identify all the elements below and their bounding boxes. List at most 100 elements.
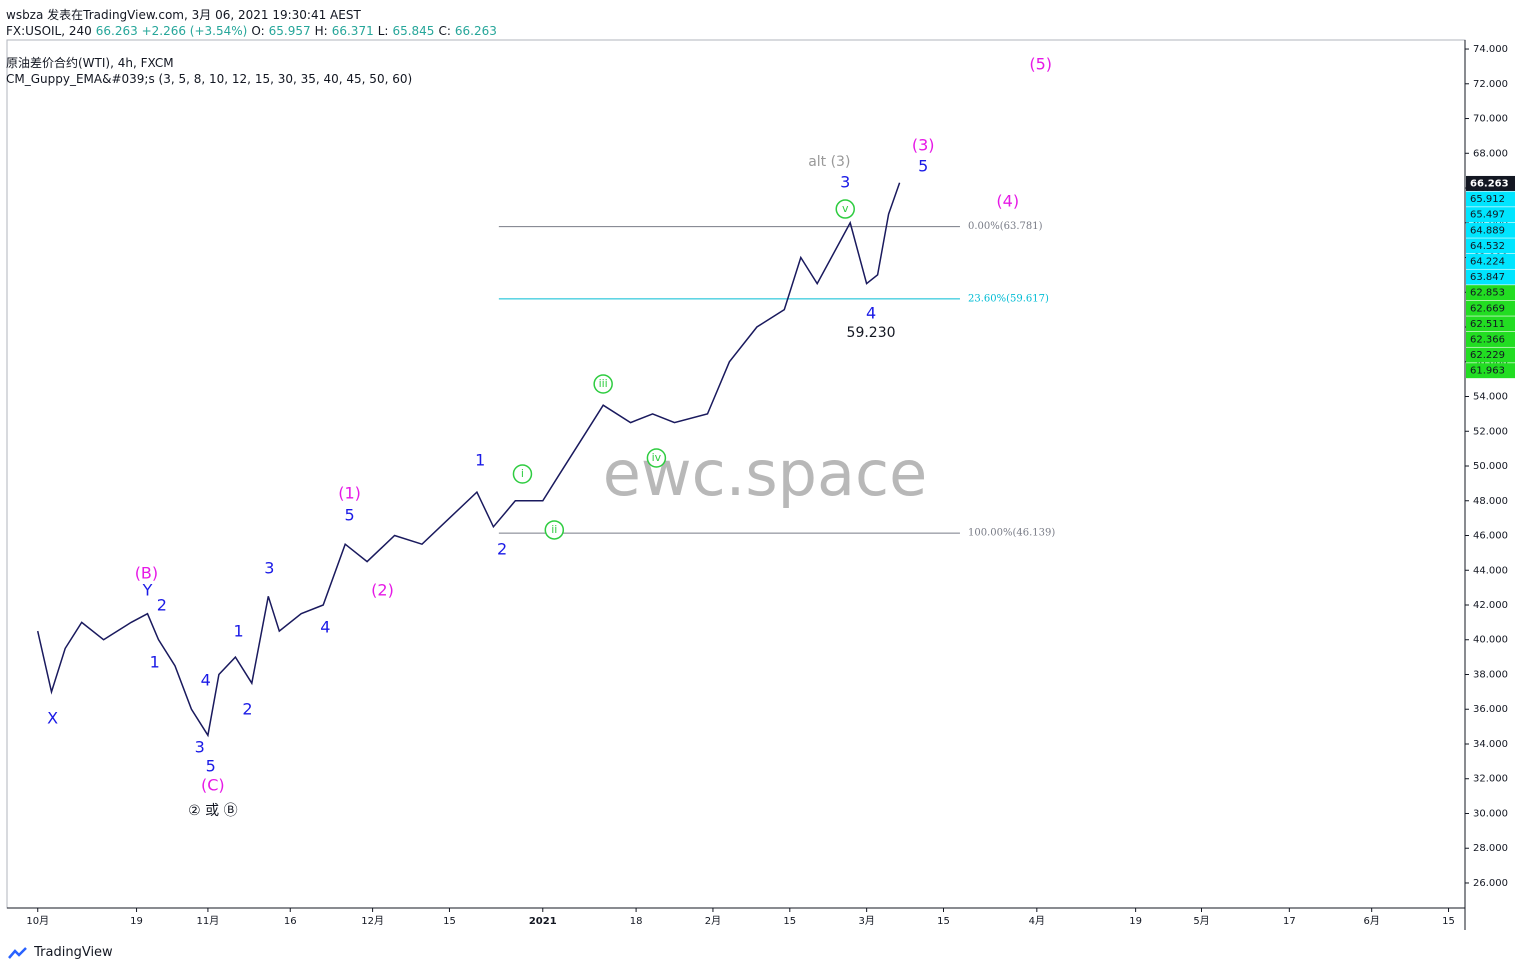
price-label: 66.263 — [1470, 178, 1509, 189]
x-tick-label: 19 — [1129, 916, 1142, 927]
wave-label: 3 — [840, 172, 850, 191]
brand: TradingView — [34, 945, 113, 960]
price-label-box — [1466, 316, 1515, 332]
fib-label: 23.60%(59.617) — [968, 293, 1049, 304]
y-tick-label: 54.000 — [1473, 392, 1508, 403]
x-tick-label: 15 — [937, 916, 950, 927]
wave-label: 4 — [866, 303, 876, 322]
y-tick-label: 40.000 — [1473, 635, 1508, 646]
y-tick-label: 38.000 — [1473, 669, 1508, 680]
quote-part: O: — [251, 24, 265, 38]
price-label-box — [1466, 191, 1515, 207]
wave-label: 1 — [234, 621, 244, 640]
x-tick-label: 15 — [443, 916, 456, 927]
y-tick-label: 36.000 — [1473, 704, 1508, 715]
wave-label: 5 — [918, 157, 928, 176]
wave-label: iii — [599, 377, 608, 390]
wave-label: 2 — [497, 539, 507, 558]
wave-label: 5 — [344, 506, 354, 525]
quote-part: 65.957 — [268, 24, 311, 38]
price-label: 64.224 — [1470, 256, 1505, 267]
price-label: 62.669 — [1470, 303, 1505, 314]
fib-label: 100.00%(46.139) — [968, 528, 1055, 539]
wave-label: Y — [142, 580, 153, 599]
y-tick-label: 34.000 — [1473, 739, 1508, 750]
wave-label: (4) — [996, 192, 1019, 211]
price-label-box — [1466, 347, 1515, 363]
wave-label: i — [521, 467, 524, 480]
wave-label: 5 — [206, 756, 216, 775]
price-label-box — [1466, 269, 1515, 285]
y-tick-label: 74.000 — [1473, 44, 1508, 55]
price-label: 62.366 — [1470, 334, 1505, 345]
x-tick-label: 2月 — [705, 915, 721, 927]
wave-label: X — [47, 708, 58, 727]
price-label-box — [1466, 175, 1515, 191]
x-tick-label: 15 — [783, 916, 796, 927]
quote-part: 65.845 — [392, 24, 435, 38]
quote-part: 66.263 — [454, 24, 497, 38]
y-tick-label: 44.000 — [1473, 565, 1508, 576]
wave-circle — [646, 448, 667, 468]
wave-label: ii — [551, 523, 557, 536]
price-label: 65.912 — [1470, 194, 1505, 205]
quote-part: 66.263 +2.266 (+3.54%) — [95, 24, 248, 38]
watermark: ewc.space — [603, 437, 928, 510]
y-tick-label: 26.000 — [1473, 878, 1508, 889]
wave-label: 2 — [157, 596, 167, 615]
wave-label: 4 — [201, 670, 211, 689]
price-label-box — [1466, 222, 1515, 238]
price-label-box — [1466, 331, 1515, 347]
y-tick-label: 68.000 — [1473, 148, 1508, 159]
wave-label: (B) — [135, 564, 158, 583]
wave-label: 2 — [242, 699, 252, 718]
wave-label: 3 — [264, 559, 274, 578]
y-tick-label: 42.000 — [1473, 600, 1508, 611]
quote-part: C: — [438, 24, 451, 38]
indicator: CM_Guppy_EMA&#039;s (3, 5, 8, 10, 12, 15… — [6, 72, 413, 86]
y-tick-label: 52.000 — [1473, 426, 1508, 437]
x-tick-label: 19 — [130, 916, 143, 927]
x-tick-label: 11月 — [197, 915, 220, 927]
y-tick-label: 30.000 — [1473, 808, 1508, 819]
wave-label: 59.230 — [847, 325, 896, 341]
price-label: 64.889 — [1470, 225, 1505, 236]
price-label: 65.497 — [1470, 210, 1505, 221]
price-label-box — [1466, 207, 1515, 223]
wave-label: v — [842, 202, 849, 215]
wave-circle — [544, 520, 565, 540]
quote-part: 66.371 — [331, 24, 374, 38]
publisher: wsbza 发表在TradingView.com, 3月 06, 2021 19… — [6, 8, 361, 22]
wave-circle — [835, 199, 855, 219]
x-tick-label: 12月 — [361, 915, 384, 927]
wave-label: (C) — [201, 776, 225, 795]
wave-label: iv — [652, 451, 662, 464]
x-tick-label: 18 — [630, 916, 643, 927]
fib-label: 0.00%(63.781) — [968, 221, 1043, 232]
price-label: 61.963 — [1470, 366, 1505, 377]
y-tick-label: 70.000 — [1473, 114, 1508, 125]
x-tick-label: 6月 — [1363, 915, 1379, 927]
price-label: 62.511 — [1470, 319, 1505, 330]
y-tick-label: 50.000 — [1473, 461, 1508, 472]
wave-label: 1 — [150, 653, 160, 672]
y-tick-label: 46.000 — [1473, 531, 1508, 542]
wave-label: (5) — [1029, 55, 1052, 74]
logo — [8, 946, 27, 959]
price-label-box — [1466, 285, 1515, 301]
price-label-box — [1466, 363, 1515, 379]
y-tick-label: 72.000 — [1473, 79, 1508, 90]
price-label: 63.847 — [1470, 272, 1505, 283]
wave-circle — [593, 374, 613, 394]
wave-label: ② 或 Ⓑ — [188, 803, 237, 819]
price-label: 62.229 — [1470, 350, 1505, 361]
wave-label: 1 — [475, 450, 485, 469]
quote-part: FX:USOIL, 240 — [6, 24, 92, 38]
wave-label: (3) — [912, 135, 935, 154]
footer: TradingView — [8, 945, 113, 960]
wave-label: (1) — [338, 483, 361, 502]
x-tick-label: 3月 — [858, 915, 874, 927]
price-label-box — [1466, 253, 1515, 269]
